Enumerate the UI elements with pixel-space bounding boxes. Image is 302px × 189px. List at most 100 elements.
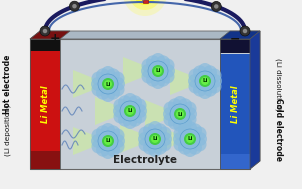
Circle shape xyxy=(188,68,202,83)
Circle shape xyxy=(96,143,110,157)
Circle shape xyxy=(203,65,217,79)
Circle shape xyxy=(153,141,167,155)
Circle shape xyxy=(146,73,160,87)
Circle shape xyxy=(111,71,124,85)
Polygon shape xyxy=(95,97,130,125)
Text: Li: Li xyxy=(152,136,158,142)
Circle shape xyxy=(178,98,192,112)
Circle shape xyxy=(101,66,115,80)
Text: Electrolyte: Electrolyte xyxy=(113,155,177,165)
Circle shape xyxy=(92,129,105,143)
Circle shape xyxy=(183,107,197,121)
Circle shape xyxy=(163,107,177,121)
Circle shape xyxy=(102,78,114,90)
Circle shape xyxy=(124,105,136,117)
Text: Cold electrode: Cold electrode xyxy=(274,98,282,161)
Circle shape xyxy=(138,0,152,1)
Circle shape xyxy=(199,75,211,87)
Circle shape xyxy=(123,0,167,16)
Circle shape xyxy=(104,80,112,88)
Circle shape xyxy=(146,55,160,69)
Circle shape xyxy=(148,61,168,81)
Circle shape xyxy=(133,104,147,118)
Circle shape xyxy=(139,126,153,140)
Circle shape xyxy=(128,113,142,127)
Circle shape xyxy=(98,131,118,151)
Bar xyxy=(220,154,250,169)
Circle shape xyxy=(101,145,115,159)
Circle shape xyxy=(156,73,170,87)
Circle shape xyxy=(173,96,187,110)
Circle shape xyxy=(193,126,207,140)
Circle shape xyxy=(193,138,207,152)
Circle shape xyxy=(151,53,165,67)
Circle shape xyxy=(141,59,156,73)
Bar xyxy=(30,39,60,169)
Circle shape xyxy=(123,93,137,107)
Circle shape xyxy=(188,123,202,137)
Circle shape xyxy=(151,135,159,143)
Circle shape xyxy=(180,129,200,149)
Text: Li: Li xyxy=(155,68,161,74)
Bar xyxy=(143,0,147,3)
Circle shape xyxy=(168,98,182,112)
Circle shape xyxy=(176,110,184,118)
Circle shape xyxy=(211,2,221,12)
Bar xyxy=(30,51,60,151)
Text: +: + xyxy=(50,33,60,46)
Text: Hot electrode: Hot electrode xyxy=(4,55,12,114)
Polygon shape xyxy=(250,31,260,169)
Text: (Li deposition): (Li deposition) xyxy=(5,104,11,156)
Circle shape xyxy=(111,83,124,97)
Text: Li: Li xyxy=(105,139,111,143)
Circle shape xyxy=(174,108,186,120)
Circle shape xyxy=(154,67,162,75)
Circle shape xyxy=(133,98,146,112)
Circle shape xyxy=(126,107,134,115)
Circle shape xyxy=(143,141,157,155)
Bar xyxy=(30,39,250,169)
Text: (Li dissolution): (Li dissolution) xyxy=(275,58,281,111)
Circle shape xyxy=(101,123,115,137)
Circle shape xyxy=(120,101,140,121)
Bar xyxy=(220,39,250,169)
Polygon shape xyxy=(170,67,205,95)
Bar xyxy=(220,54,250,154)
Circle shape xyxy=(145,129,165,149)
Polygon shape xyxy=(250,31,260,169)
Circle shape xyxy=(193,65,207,79)
Circle shape xyxy=(198,63,212,77)
Circle shape xyxy=(118,113,132,127)
Circle shape xyxy=(106,143,120,157)
Circle shape xyxy=(240,26,250,36)
Circle shape xyxy=(158,132,172,146)
Circle shape xyxy=(96,86,110,100)
Circle shape xyxy=(188,74,202,88)
Circle shape xyxy=(91,77,105,91)
Text: Li: Li xyxy=(187,136,193,142)
Circle shape xyxy=(178,123,192,137)
Text: Li: Li xyxy=(202,78,208,84)
Polygon shape xyxy=(73,127,108,155)
Circle shape xyxy=(198,85,212,99)
Circle shape xyxy=(207,80,222,94)
Polygon shape xyxy=(73,70,108,98)
Circle shape xyxy=(129,0,161,10)
Polygon shape xyxy=(155,125,190,153)
Polygon shape xyxy=(123,57,158,85)
Circle shape xyxy=(214,4,219,9)
Circle shape xyxy=(182,112,197,126)
Text: −: − xyxy=(230,33,240,46)
Circle shape xyxy=(91,134,105,148)
Circle shape xyxy=(141,64,155,78)
Circle shape xyxy=(161,64,175,78)
Circle shape xyxy=(203,83,217,97)
Circle shape xyxy=(156,55,170,69)
Circle shape xyxy=(69,1,79,11)
Circle shape xyxy=(178,116,192,130)
Circle shape xyxy=(111,139,124,153)
Polygon shape xyxy=(120,125,155,153)
Circle shape xyxy=(193,83,207,97)
Circle shape xyxy=(188,80,202,94)
Circle shape xyxy=(158,138,172,152)
